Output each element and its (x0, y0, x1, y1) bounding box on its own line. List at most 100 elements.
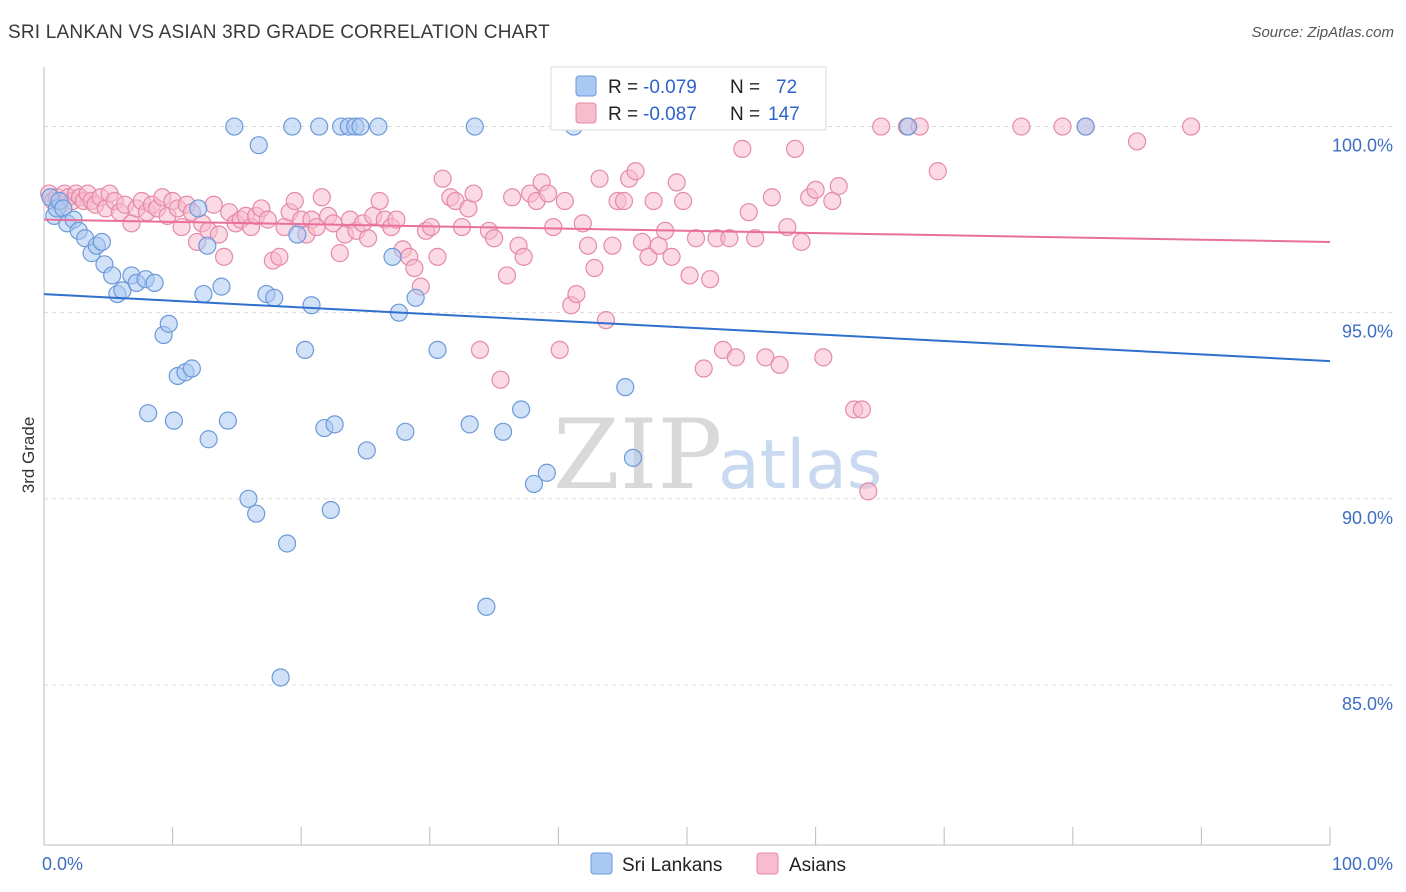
data-point-asians (733, 139, 752, 158)
data-point-asians (872, 117, 891, 136)
data-point-asians (258, 210, 277, 229)
y-tick-label: 100.0% (1332, 136, 1393, 156)
data-point-sri-lankans (512, 400, 531, 419)
data-point-asians (667, 173, 686, 192)
data-point-asians (590, 169, 609, 188)
legend-r-label: R = (608, 77, 638, 98)
data-point-sri-lankans (537, 463, 556, 482)
data-point-asians (555, 191, 574, 211)
data-point-asians (387, 210, 406, 229)
trend-lines (43, 218, 1331, 363)
data-point-sri-lankans (145, 273, 164, 293)
data-point-asians (428, 247, 447, 266)
data-point-asians (674, 191, 693, 211)
data-point-asians (694, 359, 713, 378)
legend-r-value: -0.079 (643, 77, 697, 98)
data-point-asians (214, 247, 234, 266)
data-point-asians (662, 247, 681, 266)
data-point-asians (852, 400, 871, 419)
data-point-asians (614, 191, 634, 211)
legend-n-value: 72 (776, 77, 797, 98)
data-point-sri-lankans (103, 266, 122, 285)
data-point-asians (770, 355, 789, 374)
legend-r-value: -0.087 (643, 104, 697, 125)
data-point-asians (585, 258, 604, 278)
data-point-sri-lankans (247, 504, 266, 523)
data-point-asians (726, 348, 745, 367)
data-point-sri-lankans (164, 411, 183, 430)
trend-line-asians (43, 218, 1331, 243)
legend-box (550, 66, 827, 131)
data-points (40, 117, 1201, 687)
source-label: Source: ZipAtlas.com (1251, 24, 1394, 41)
data-point-asians (1012, 117, 1031, 136)
data-point-asians (785, 139, 805, 158)
legend-r-label: R = (608, 104, 638, 125)
data-point-sri-lankans (1076, 117, 1095, 136)
data-point-asians (433, 169, 452, 188)
data-point-sri-lankans (159, 314, 178, 333)
data-point-asians (470, 340, 490, 360)
data-point-sri-lankans (302, 296, 321, 315)
y-tick-label: 95.0% (1342, 322, 1393, 342)
data-point-asians (370, 191, 389, 211)
data-point-asians (626, 162, 645, 181)
data-point-sri-lankans (194, 284, 213, 304)
watermark: ZIP atlas (553, 399, 882, 511)
data-point-sri-lankans (383, 247, 402, 266)
data-point-sri-lankans (288, 225, 307, 244)
data-point-asians (539, 184, 558, 203)
data-point-sri-lankans (189, 199, 208, 218)
y-tick-labels: 100.0% 95.0% 90.0% 85.0% (1332, 136, 1393, 714)
bottom-legend-label-sri-lankans: Sri Lankans (622, 855, 722, 876)
data-point-asians (829, 177, 848, 196)
data-point-sri-lankans (295, 340, 315, 360)
data-point-asians (514, 247, 533, 266)
data-point-asians (806, 180, 825, 199)
data-point-asians (778, 217, 797, 237)
x-tick-label: 100.0% (1332, 854, 1393, 874)
data-point-asians (762, 188, 781, 207)
data-point-asians (739, 203, 758, 222)
data-point-asians (680, 266, 699, 285)
data-point-asians (270, 247, 289, 266)
data-point-sri-lankans (139, 404, 158, 423)
data-point-asians (686, 229, 706, 248)
data-point-asians (578, 236, 598, 255)
data-point-asians (928, 162, 947, 181)
data-point-sri-lankans (396, 422, 415, 441)
data-point-asians (567, 284, 586, 304)
data-point-asians (1127, 132, 1147, 151)
data-point-sri-lankans (182, 359, 201, 378)
data-point-asians (756, 348, 775, 367)
data-point-sri-lankans (239, 489, 258, 508)
data-point-sri-lankans (351, 117, 370, 136)
data-point-sri-lankans (225, 117, 244, 136)
data-point-sri-lankans (477, 597, 496, 616)
data-point-asians (596, 311, 616, 330)
data-point-asians (503, 188, 522, 207)
data-point-asians (209, 225, 228, 244)
data-point-sri-lankans (277, 534, 297, 553)
data-point-sri-lankans (321, 500, 340, 520)
data-point-sri-lankans (428, 340, 447, 360)
data-point-sri-lankans (460, 415, 479, 434)
data-point-asians (859, 482, 878, 501)
data-point-asians (497, 266, 517, 285)
data-point-asians (701, 270, 720, 289)
data-point-sri-lankans (265, 288, 284, 307)
legend-n-label: N = (730, 104, 760, 125)
data-point-sri-lankans (406, 288, 425, 307)
data-point-sri-lankans (325, 415, 344, 434)
data-point-sri-lankans (199, 430, 218, 449)
data-point-sri-lankans (310, 117, 329, 136)
data-point-asians (285, 191, 304, 211)
data-point-asians (1182, 117, 1201, 136)
watermark-atlas: atlas (718, 426, 882, 505)
data-point-asians (792, 232, 811, 252)
data-point-sri-lankans (283, 117, 302, 136)
data-point-sri-lankans (92, 232, 111, 252)
legend-n-value: 147 (768, 104, 800, 125)
data-point-asians (204, 195, 223, 214)
